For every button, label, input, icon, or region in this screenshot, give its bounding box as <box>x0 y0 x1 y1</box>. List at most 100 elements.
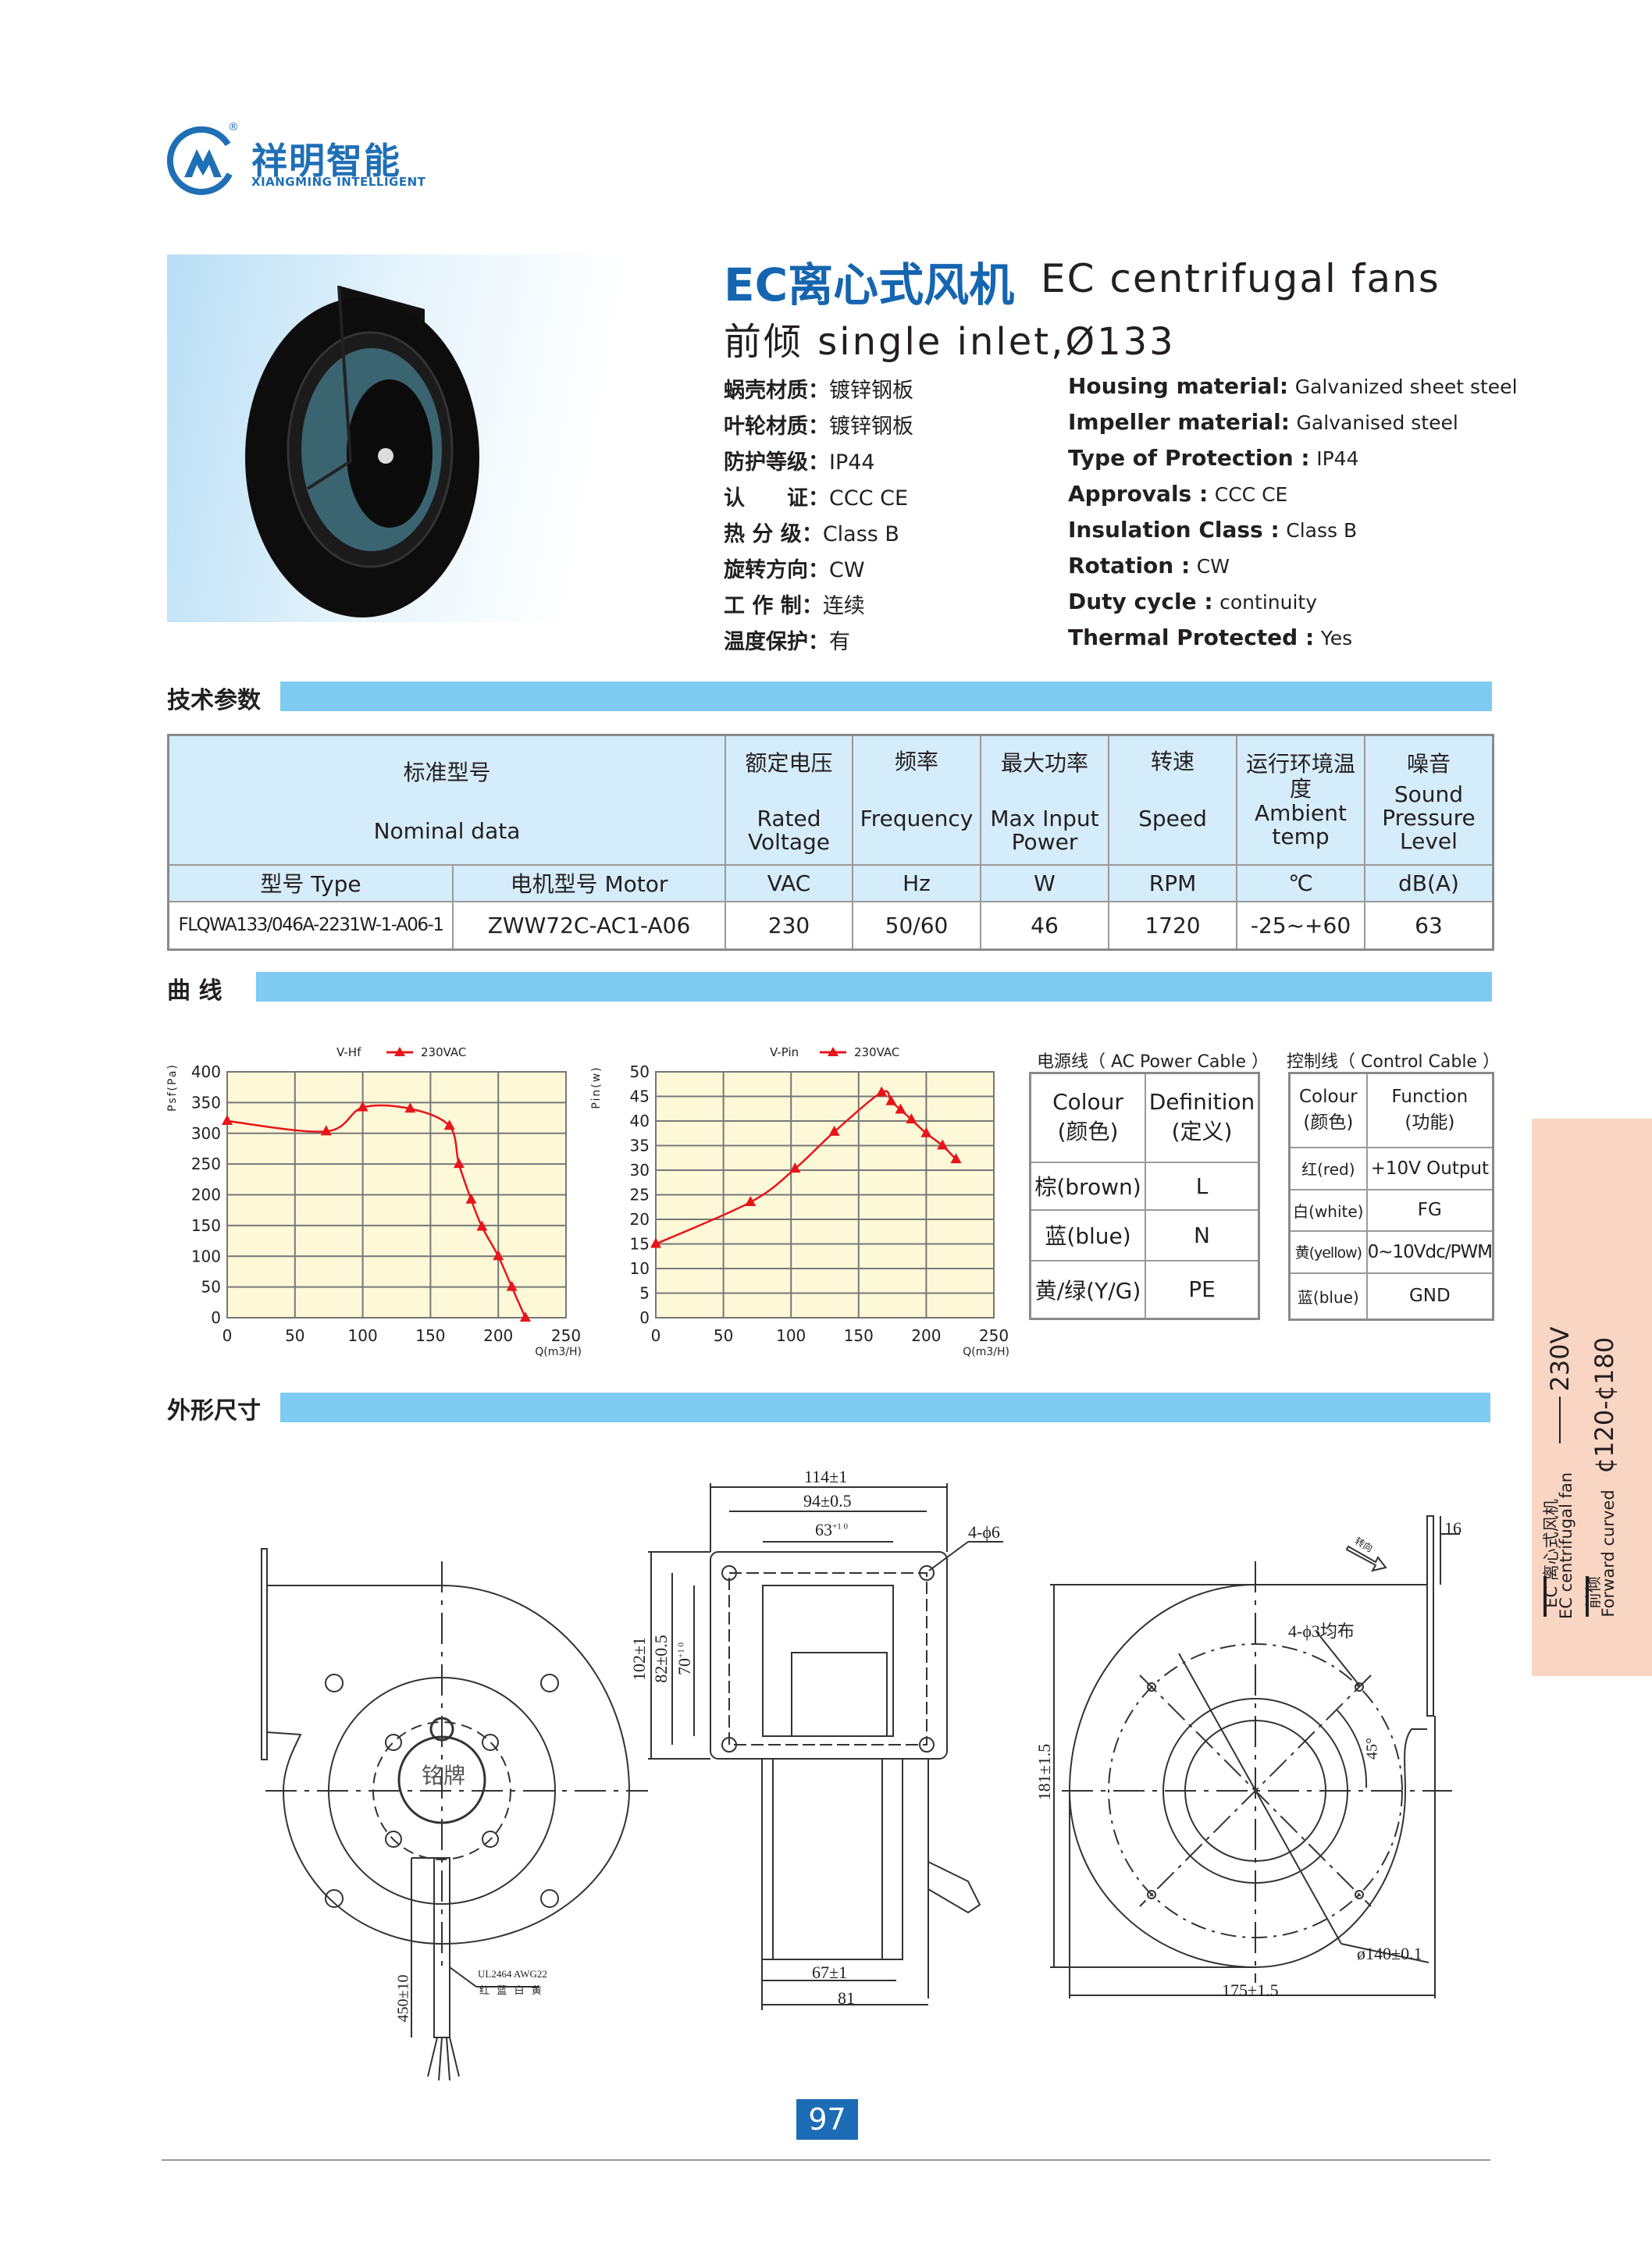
col-header-voltage: 额定电压 Rated Voltage <box>725 734 853 866</box>
legend-marker-triangle-icon <box>394 1047 405 1056</box>
nominal-header-cn: 标准型号 <box>403 760 491 786</box>
dim-102: 102±1 <box>629 1636 649 1682</box>
y-tick-label: 20 <box>630 1210 650 1229</box>
ctrl-header-colour: Colour (颜色) <box>1288 1072 1368 1148</box>
cell-ambient: -25~+60 <box>1236 900 1365 951</box>
spec-en: Type of Protection : IP44 <box>1068 445 1358 471</box>
col-header-speed: 转速 Speed <box>1108 734 1237 866</box>
x-tick-label: 200 <box>911 1326 941 1345</box>
nominal-header-en: Nominal data <box>373 818 521 845</box>
spec-colon: ： <box>808 558 829 582</box>
tech-spec-table: 标准型号 Nominal data 额定电压 Rated Voltage 频率 Fr… <box>167 734 1494 951</box>
cell-type: FLQWA133/046A-2231W-1-A06-1 <box>167 900 454 951</box>
motor-header: 电机型号 Motor <box>452 863 726 902</box>
header-en: Colour <box>1299 1087 1358 1108</box>
brand-name-cn: 祥明智能 <box>251 140 401 182</box>
legend-label: 230VAC <box>421 1045 466 1059</box>
data-point-triangle <box>222 1115 233 1125</box>
nameplate-label: 铭牌 <box>422 1763 466 1788</box>
spec-cn-label: 旋转方向 <box>724 558 808 582</box>
y-tick-label: 25 <box>630 1186 650 1205</box>
spec-cn-label: 工 作 制 <box>724 594 802 618</box>
holes-6-label: 4-ϕ6 <box>968 1522 1000 1542</box>
side-tab-dash <box>1559 1397 1561 1443</box>
x-tick-label: 50 <box>285 1326 304 1345</box>
data-point-triangle <box>920 1126 932 1137</box>
side-tab-range: ¢120-¢180 <box>1590 1336 1619 1474</box>
dim-70: 70+1 0 <box>675 1642 695 1675</box>
y-tick-label: 50 <box>630 1062 650 1081</box>
ac-cable-table: Colour (颜色) Definition (定义) 棕(brown) L 蓝(bl… <box>1029 1072 1260 1320</box>
dim-cable-length: 450±10 <box>394 1974 412 2023</box>
footer-divider <box>162 2159 1490 2161</box>
spec-cn: 蜗壳材质：镀锌钢板 <box>724 373 913 404</box>
control-cable-table: Colour (颜色) Function (功能) 红(red) +10V Outpu… <box>1288 1072 1494 1321</box>
y-tick-label: 30 <box>630 1161 650 1180</box>
dim-181: 181±1.5 <box>1034 1743 1054 1801</box>
section-title-tech: 技术参数 <box>167 687 261 714</box>
dim-175: 175±1.5 <box>1222 1980 1279 2000</box>
table-row: FLQWA133/046A-2231W-1-A06-1 ZWW72C-AC1-A… <box>167 900 1494 951</box>
y-tick-label: 10 <box>630 1259 650 1278</box>
spec-en: Housing material: Galvanized sheet steel <box>1068 373 1518 399</box>
cell-speed: 1720 <box>1108 900 1237 951</box>
x-tick-label: 0 <box>651 1326 661 1345</box>
col-en: Max Input Power <box>990 805 1099 855</box>
table-row: 棕(brown) L <box>1029 1161 1260 1211</box>
y-tick-label: 50 <box>201 1278 221 1297</box>
header-cn: (颜色) <box>1303 1112 1354 1133</box>
page-title-cn: EC离心式风机 <box>724 258 1015 311</box>
spec-colon: ： <box>808 630 829 654</box>
cell-frequency: 50/60 <box>852 900 981 951</box>
x-tick-label: 50 <box>714 1326 733 1345</box>
col-en: Frequency <box>860 806 974 832</box>
spec-cn-label: 热 分 级 <box>724 522 802 546</box>
spec-cn-value: 镀锌钢板 <box>829 415 913 439</box>
spec-en: Impeller material: Galvanised steel <box>1068 409 1458 435</box>
spec-cn-value: 连续 <box>822 594 865 618</box>
chart-title: V-Pin <box>770 1045 799 1059</box>
y-tick-label: 200 <box>191 1186 221 1205</box>
dim-81: 81 <box>838 1988 855 2008</box>
header-en: Definition <box>1148 1089 1255 1116</box>
data-point-triangle <box>443 1119 455 1130</box>
col-en: Sound Pressure Level <box>1382 781 1476 854</box>
data-point-triangle <box>885 1094 897 1105</box>
col-en: Ambient temp <box>1255 799 1347 849</box>
page-title-en: EC centrifugal fans <box>1041 256 1440 301</box>
x-tick-label: 150 <box>844 1326 874 1345</box>
spec-cn-value: IP44 <box>829 450 875 475</box>
spec-en-value: Galvanized sheet steel <box>1294 375 1518 398</box>
header-en: Colour <box>1052 1089 1123 1116</box>
col-header-frequency: 频率 Frequency <box>852 734 981 866</box>
data-point-triangle <box>519 1311 531 1322</box>
spec-en: Approvals : CCC CE <box>1068 481 1287 507</box>
spec-en: Insulation Class : Class B <box>1068 517 1357 543</box>
unit-frequency: Hz <box>852 863 981 902</box>
x-tick-label: 100 <box>776 1326 806 1345</box>
cell-colour: 黄/绿(Y/G) <box>1029 1259 1146 1320</box>
data-point-triangle <box>789 1162 801 1173</box>
spec-colon: ： <box>801 522 823 546</box>
unit-sound: dB(A) <box>1364 863 1494 902</box>
unit-voltage: VAC <box>725 863 853 902</box>
spec-en-value: continuity <box>1219 591 1318 614</box>
col-cn: 额定电压 <box>745 749 833 776</box>
side-tab-bar <box>1543 1576 1547 1617</box>
data-point-triangle <box>357 1101 368 1112</box>
header-cn: (定义) <box>1171 1119 1233 1145</box>
ac-header-colour: Colour (颜色) <box>1029 1072 1146 1163</box>
holes-3-label: 4-ϕ3均布 <box>1288 1621 1355 1641</box>
x-tick-label: 200 <box>483 1326 513 1345</box>
spec-cn-value: CCC CE <box>829 486 909 511</box>
fan-image <box>245 285 479 617</box>
data-point-triangle <box>950 1153 962 1164</box>
cell-colour: 蓝(blue) <box>1288 1272 1368 1321</box>
data-point-triangle <box>828 1125 840 1136</box>
dim-94: 94±0.5 <box>803 1491 852 1511</box>
spec-cn: 认 证：CCC CE <box>724 481 908 511</box>
legend-marker-triangle-icon <box>828 1047 838 1056</box>
cell-colour: 棕(brown) <box>1029 1161 1146 1211</box>
spec-en: Rotation : CW <box>1068 553 1230 578</box>
